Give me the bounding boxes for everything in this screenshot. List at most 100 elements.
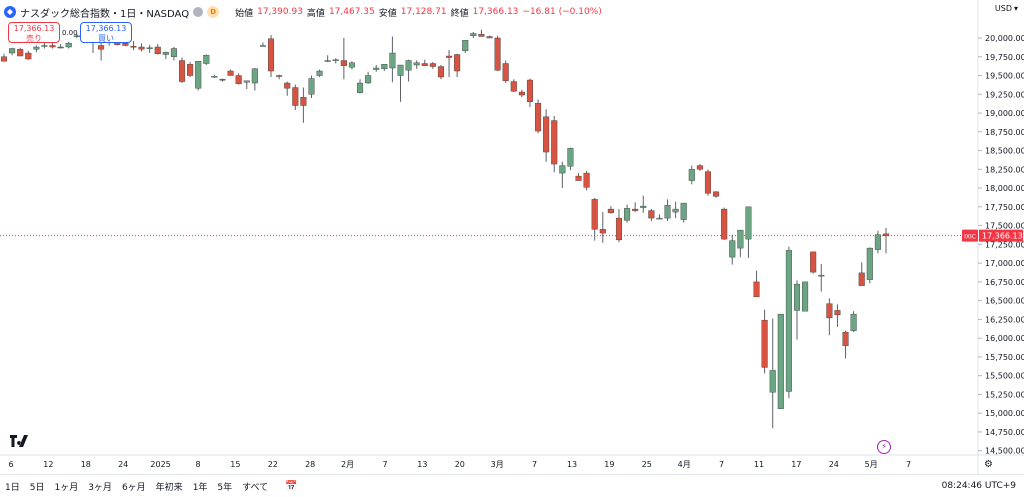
range-3m[interactable]: 3ヶ月 bbox=[88, 482, 112, 493]
candle-body[interactable] bbox=[170, 48, 177, 57]
candle-body[interactable] bbox=[615, 217, 623, 241]
candle-body[interactable] bbox=[575, 175, 582, 181]
settings-icon[interactable]: ⚙ bbox=[984, 459, 993, 470]
candle-body[interactable] bbox=[721, 208, 728, 240]
candle-body[interactable] bbox=[429, 63, 436, 67]
candle-body[interactable] bbox=[9, 48, 16, 54]
candle-body[interactable] bbox=[454, 54, 461, 72]
candle-body[interactable] bbox=[745, 206, 752, 240]
currency-selector[interactable]: USD ▾ bbox=[995, 4, 1018, 13]
candle-body[interactable] bbox=[551, 120, 558, 165]
candle-body[interactable] bbox=[340, 60, 347, 66]
candle-body[interactable] bbox=[235, 75, 242, 84]
candle-body[interactable] bbox=[300, 97, 307, 106]
range-1y[interactable]: 1年 bbox=[192, 482, 208, 493]
candle-body[interactable] bbox=[583, 172, 590, 188]
candle-body[interactable] bbox=[243, 80, 250, 83]
candle-body[interactable] bbox=[494, 37, 501, 71]
candle-body[interactable] bbox=[308, 78, 315, 95]
candle-body[interactable] bbox=[332, 59, 339, 61]
buy-button[interactable]: 17,366.13 買い bbox=[80, 22, 132, 43]
candle-body[interactable] bbox=[785, 250, 792, 392]
candle-body[interactable] bbox=[65, 43, 72, 48]
candle-body[interactable] bbox=[753, 281, 760, 298]
candle-body[interactable] bbox=[486, 36, 493, 39]
candle-body[interactable] bbox=[211, 76, 218, 78]
candle-body[interactable] bbox=[559, 165, 566, 174]
range-6m[interactable]: 6ヶ月 bbox=[121, 482, 146, 493]
candle-body[interactable] bbox=[219, 79, 226, 81]
sell-button[interactable]: 17,366.13 売り bbox=[8, 22, 60, 43]
candle-body[interactable] bbox=[324, 60, 331, 62]
range-5d[interactable]: 5日 bbox=[29, 482, 45, 493]
candle-body[interactable] bbox=[591, 199, 598, 230]
candle-body[interactable] bbox=[178, 60, 186, 82]
candle-body[interactable] bbox=[413, 62, 420, 66]
candle-body[interactable] bbox=[122, 43, 129, 46]
candle-body[interactable] bbox=[41, 45, 48, 47]
candle-body[interactable] bbox=[203, 55, 210, 64]
candle-body[interactable] bbox=[397, 64, 404, 76]
candle-body[interactable] bbox=[292, 87, 299, 106]
candle-body[interactable] bbox=[421, 63, 428, 66]
candle-body[interactable] bbox=[567, 148, 574, 167]
candle-body[interactable] bbox=[826, 303, 833, 319]
candle-body[interactable] bbox=[276, 75, 283, 77]
bolt-icon[interactable]: ⚡ bbox=[877, 440, 891, 454]
candle-body[interactable] bbox=[259, 45, 266, 47]
candle-body[interactable] bbox=[874, 234, 881, 250]
candle-body[interactable] bbox=[49, 45, 56, 48]
symbol-title[interactable]: ナスダック総合指数・1日・NASDAQ bbox=[20, 8, 190, 20]
candle-body[interactable] bbox=[850, 313, 857, 331]
candle-body[interactable] bbox=[834, 310, 841, 316]
candle-body[interactable] bbox=[510, 81, 517, 92]
candle-body[interactable] bbox=[227, 70, 234, 76]
candle-body[interactable] bbox=[25, 52, 32, 60]
candle-body[interactable] bbox=[632, 208, 639, 211]
candle-body[interactable] bbox=[187, 64, 194, 76]
candle-body[interactable] bbox=[381, 64, 388, 69]
candle-body[interactable] bbox=[672, 208, 679, 213]
candle-body[interactable] bbox=[858, 272, 865, 286]
candle-body[interactable] bbox=[729, 240, 736, 258]
candle-body[interactable] bbox=[793, 283, 801, 311]
candle-body[interactable] bbox=[624, 208, 631, 221]
candle-body[interactable] bbox=[348, 62, 355, 68]
candle-body[interactable] bbox=[373, 67, 380, 70]
candle-body[interactable] bbox=[462, 40, 469, 51]
candle-body[interactable] bbox=[478, 34, 485, 37]
candle-body[interactable] bbox=[98, 45, 105, 50]
candle-body[interactable] bbox=[543, 116, 550, 153]
market-status-icon[interactable] bbox=[193, 7, 204, 17]
candle-body[interactable] bbox=[518, 91, 525, 96]
candle-body[interactable] bbox=[680, 202, 687, 220]
range-5y[interactable]: 5年 bbox=[217, 482, 233, 493]
candle-body[interactable] bbox=[405, 60, 412, 71]
calendar-icon[interactable]: 📅 bbox=[285, 480, 298, 492]
candle-body[interactable] bbox=[0, 56, 8, 62]
candle-body[interactable] bbox=[696, 165, 703, 170]
candle-body[interactable] bbox=[810, 251, 817, 273]
range-1m[interactable]: 1ヶ月 bbox=[54, 482, 79, 493]
candle-body[interactable] bbox=[316, 70, 323, 76]
tradingview-logo-icon[interactable] bbox=[10, 435, 30, 447]
candle-body[interactable] bbox=[761, 319, 768, 368]
candle-body[interactable] bbox=[365, 75, 372, 84]
candle-body[interactable] bbox=[267, 38, 275, 72]
candle-body[interactable] bbox=[777, 313, 784, 409]
candle-body[interactable] bbox=[737, 229, 744, 249]
candle-body[interactable] bbox=[842, 331, 849, 346]
candle-body[interactable] bbox=[446, 55, 453, 58]
candle-body[interactable] bbox=[154, 46, 161, 54]
candle-body[interactable] bbox=[389, 52, 396, 69]
candle-body[interactable] bbox=[195, 61, 202, 89]
candle-body[interactable] bbox=[138, 46, 145, 50]
candle-body[interactable] bbox=[146, 47, 153, 49]
candle-body[interactable] bbox=[599, 229, 606, 234]
candle-body[interactable] bbox=[640, 205, 647, 208]
candle-body[interactable] bbox=[162, 52, 169, 55]
candle-body[interactable] bbox=[802, 281, 809, 312]
candle-body[interactable] bbox=[284, 82, 291, 89]
candle-body[interactable] bbox=[769, 370, 776, 393]
